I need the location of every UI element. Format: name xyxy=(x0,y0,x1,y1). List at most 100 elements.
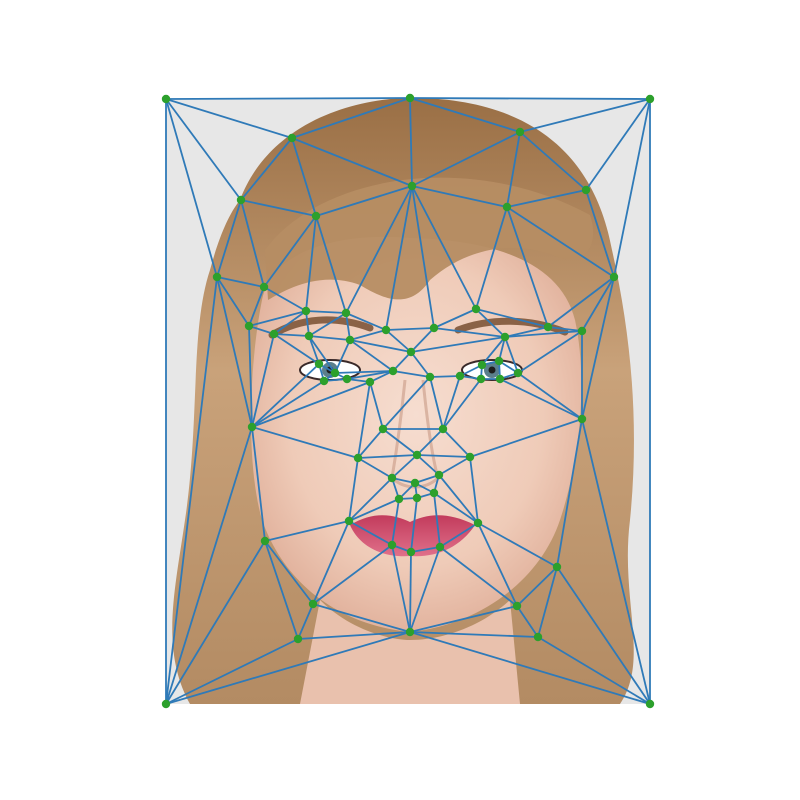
landmark-point xyxy=(406,547,416,557)
mesh-edge xyxy=(414,474,440,484)
mesh-edge xyxy=(165,638,299,705)
mesh-edge xyxy=(581,276,615,420)
mesh-edge xyxy=(537,636,651,705)
mesh-edge xyxy=(411,131,521,187)
mesh-edge xyxy=(251,426,359,459)
mesh-edge xyxy=(264,520,350,542)
landmark-point xyxy=(645,699,655,709)
mesh-edge xyxy=(345,185,413,314)
landmark-point xyxy=(388,366,398,376)
mesh-edge xyxy=(506,131,521,208)
mesh-edge xyxy=(411,185,435,329)
mesh-edge xyxy=(264,540,314,605)
mesh-edge xyxy=(357,428,384,459)
mesh-edge xyxy=(516,566,558,607)
mesh-edge xyxy=(409,546,441,633)
mesh-edge xyxy=(547,326,583,332)
landmark-point xyxy=(455,371,465,381)
mesh-edge xyxy=(165,540,266,705)
landmark-point xyxy=(345,335,355,345)
mesh-edge xyxy=(410,351,431,378)
mesh-edge xyxy=(416,454,440,476)
mesh-edge xyxy=(391,544,411,633)
mesh-edge xyxy=(585,189,615,278)
landmark-point xyxy=(244,321,254,331)
mesh-points xyxy=(161,93,655,709)
landmark-point xyxy=(406,347,416,357)
landmark-point xyxy=(410,478,420,488)
mesh-edge xyxy=(411,185,477,310)
mesh-edge xyxy=(517,330,583,374)
mesh-edge xyxy=(506,189,587,208)
landmark-point xyxy=(319,376,329,386)
landmark-point xyxy=(494,356,504,366)
neck xyxy=(300,600,520,704)
mesh-edge xyxy=(581,276,615,332)
mesh-edge xyxy=(315,215,347,314)
mesh-edge xyxy=(475,308,549,328)
mesh-edge xyxy=(411,185,508,208)
landmark-point xyxy=(438,424,448,434)
landmark-point xyxy=(476,374,486,384)
mesh-edge xyxy=(291,137,317,217)
mesh-edge xyxy=(442,428,471,458)
landmark-point xyxy=(236,195,246,205)
mesh-edge xyxy=(416,454,471,458)
landmark-point xyxy=(287,133,297,143)
landmark-point xyxy=(161,94,171,104)
landmark-point xyxy=(259,282,269,292)
mesh-edge xyxy=(273,333,320,365)
mesh-edge xyxy=(433,492,479,524)
mesh-edge xyxy=(334,339,351,374)
landmark-point xyxy=(429,323,439,333)
right-pupil xyxy=(488,366,496,374)
mesh-edge xyxy=(369,381,384,430)
mesh-edge xyxy=(273,310,307,335)
mesh-edge xyxy=(477,522,558,568)
mesh-edge xyxy=(312,603,411,633)
landmark-point xyxy=(645,94,655,104)
mesh-edge xyxy=(251,381,371,428)
mesh-edge xyxy=(504,336,519,374)
landmark-point xyxy=(314,359,324,369)
mesh-edge xyxy=(429,376,444,430)
landmark-point xyxy=(394,494,404,504)
mesh-edge xyxy=(469,456,479,524)
landmark-point xyxy=(293,634,303,644)
landmark-point xyxy=(609,272,619,282)
mesh-edge xyxy=(506,206,615,278)
landmark-point xyxy=(344,516,354,526)
landmark-point xyxy=(308,599,318,609)
landmark-point xyxy=(500,332,510,342)
mesh-edge xyxy=(433,492,441,548)
landmark-point xyxy=(342,374,352,384)
mesh-edge xyxy=(165,97,411,100)
mesh-edge xyxy=(165,426,253,705)
landmark-point xyxy=(581,185,591,195)
mesh-edge xyxy=(504,330,583,338)
mesh-edge xyxy=(410,546,441,553)
mesh-edge xyxy=(410,336,506,353)
mesh-edge xyxy=(248,325,253,428)
mesh-edge xyxy=(248,310,307,327)
mesh-edge xyxy=(409,97,521,133)
mesh-edge xyxy=(345,312,387,331)
mesh-edge xyxy=(216,276,250,327)
mesh-edge xyxy=(385,327,435,331)
landmark-point xyxy=(552,562,562,572)
mesh-edge xyxy=(516,605,539,638)
mesh-lines xyxy=(165,97,651,705)
mesh-edge xyxy=(382,428,418,456)
mesh-edge xyxy=(308,335,320,365)
landmark-point xyxy=(543,322,553,332)
mesh-edge xyxy=(410,497,418,553)
mesh-edge xyxy=(442,375,461,430)
landmark-point xyxy=(473,518,483,528)
mesh-edge xyxy=(264,540,299,640)
landmark-point xyxy=(405,627,415,637)
landmark-point xyxy=(465,452,475,462)
mesh-edge xyxy=(504,326,549,338)
mesh-edge xyxy=(439,522,479,548)
landmark-point xyxy=(412,450,422,460)
mesh-edge xyxy=(312,520,350,605)
